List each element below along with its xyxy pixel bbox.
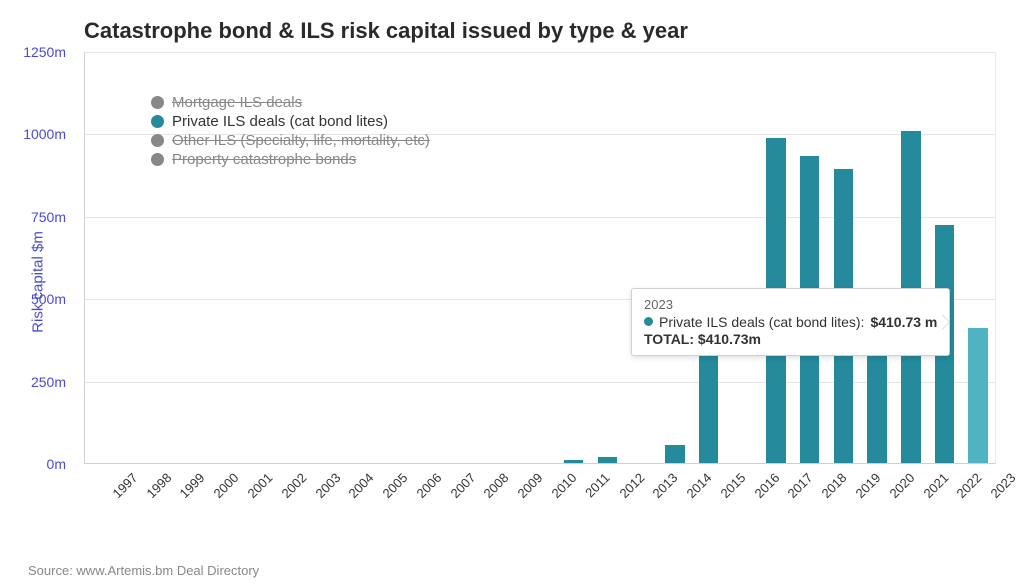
x-tick-label: 2023 — [988, 470, 1019, 501]
legend-dot-icon — [151, 96, 164, 109]
bar[interactable] — [968, 328, 988, 463]
y-tick-label: 750m — [31, 209, 66, 225]
x-tick-label: 2012 — [616, 470, 647, 501]
bar[interactable] — [867, 348, 887, 463]
x-tick-label: 2009 — [515, 470, 546, 501]
x-tick-label: 2011 — [582, 470, 612, 500]
bars-area: Mortgage ILS deals Private ILS deals (cat… — [84, 52, 996, 464]
x-tick-label: 2022 — [954, 470, 985, 501]
legend-item[interactable]: Property catastrophe bonds — [151, 151, 430, 168]
legend-item[interactable]: Mortgage ILS deals — [151, 94, 430, 111]
x-tick-label: 2001 — [244, 470, 275, 501]
legend-label: Mortgage ILS deals — [172, 94, 302, 111]
legend: Mortgage ILS deals Private ILS deals (cat… — [151, 94, 430, 170]
tooltip-year: 2023 — [644, 297, 937, 312]
x-tick-label: 2005 — [380, 470, 411, 501]
bar[interactable] — [598, 457, 618, 463]
plot-area: Risk capital $m 0m250m500m750m1000m1250m… — [84, 52, 996, 512]
legend-label: Other ILS (Specialty, life, mortality, e… — [172, 132, 430, 149]
x-tick-label: 2002 — [278, 470, 309, 501]
x-tick-label: 2007 — [447, 470, 478, 501]
source-text: Source: www.Artemis.bm Deal Directory — [28, 563, 259, 578]
x-tick-label: 2004 — [346, 470, 377, 501]
tooltip-series-row: Private ILS deals (cat bond lites): $410… — [644, 314, 937, 330]
y-axis-label: Risk capital $m — [30, 231, 47, 333]
x-tick-label: 2017 — [785, 470, 816, 501]
legend-dot-icon — [151, 134, 164, 147]
x-tick-label: 1998 — [143, 470, 174, 501]
x-tick-label: 2010 — [548, 470, 579, 501]
x-tick-label: 2006 — [413, 470, 444, 501]
x-tick-label: 2003 — [312, 470, 343, 501]
legend-dot-icon — [151, 153, 164, 166]
x-tick-label: 2018 — [819, 470, 850, 501]
x-tick-label: 2008 — [481, 470, 512, 501]
bar[interactable] — [665, 445, 685, 463]
x-ticks: 1997199819992000200120022003200420052006… — [84, 464, 996, 512]
x-tick-label: 2016 — [751, 470, 782, 501]
bar[interactable] — [699, 341, 719, 463]
x-tick-label: 1997 — [109, 470, 140, 501]
bar[interactable] — [564, 460, 584, 463]
x-tick-label: 2019 — [852, 470, 883, 501]
y-tick-label: 1250m — [23, 44, 66, 60]
x-tick-label: 1999 — [177, 470, 208, 501]
x-tick-label: 2014 — [684, 470, 715, 501]
x-tick-label: 2000 — [211, 470, 242, 501]
y-tick-label: 250m — [31, 374, 66, 390]
chart-title: Catastrophe bond & ILS risk capital issu… — [84, 18, 996, 44]
legend-label: Property catastrophe bonds — [172, 151, 356, 168]
tooltip-dot-icon — [644, 317, 653, 326]
legend-dot-icon — [151, 115, 164, 128]
tooltip-series-value: $410.73 m — [870, 314, 937, 330]
x-tick-label: 2021 — [920, 470, 951, 501]
y-tick-label: 0m — [47, 456, 66, 472]
tooltip-total: TOTAL: $410.73m — [644, 331, 937, 347]
x-tick-label: 2015 — [717, 470, 748, 501]
x-tick-label: 2013 — [650, 470, 681, 501]
legend-label: Private ILS deals (cat bond lites) — [172, 113, 388, 130]
legend-item[interactable]: Private ILS deals (cat bond lites) — [151, 113, 430, 130]
tooltip-series-label: Private ILS deals (cat bond lites): — [659, 314, 864, 330]
y-tick-label: 500m — [31, 291, 66, 307]
tooltip: 2023 Private ILS deals (cat bond lites):… — [631, 288, 950, 356]
x-tick-label: 2020 — [886, 470, 917, 501]
chart-container: Catastrophe bond & ILS risk capital issu… — [0, 0, 1024, 584]
legend-item[interactable]: Other ILS (Specialty, life, mortality, e… — [151, 132, 430, 149]
y-tick-label: 1000m — [23, 126, 66, 142]
